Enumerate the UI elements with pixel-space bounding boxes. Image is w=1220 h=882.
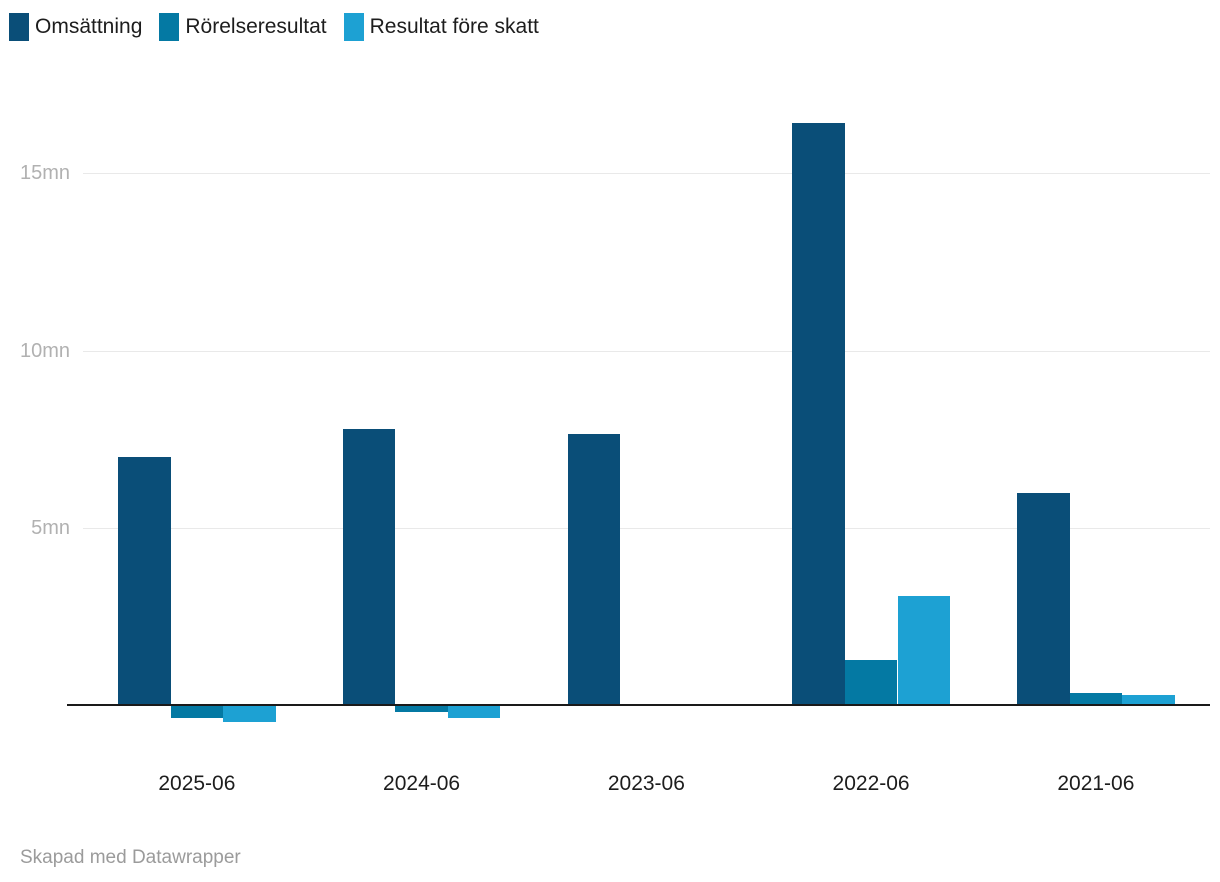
legend-item-resultat-fore-skatt: Resultat före skatt [343,13,539,41]
bar-rorelseresultat-2025-06 [170,706,224,718]
y-axis-tick-label: 15mn [19,161,70,184]
gridline-10mn [83,350,1210,352]
legend-item-omsattning: Omsättning [9,13,142,41]
legend-swatch-icon [343,13,364,41]
legend-swatch-icon [9,13,29,41]
legend-label: Rörelseresultat [185,15,327,38]
legend-swatch-icon [159,13,180,41]
bar-resultat-fore-skatt-2024-06 [447,706,501,719]
bar-resultat-fore-skatt-2025-06 [223,706,276,722]
credit-text: Skapad med Datawrapper [20,847,241,868]
bar-rorelseresultat-2024-06 [395,706,448,713]
x-axis-label-2025-06: 2025-06 [158,772,236,795]
bar-omsattning-2025-06 [118,457,171,706]
legend-label: Resultat före skatt [369,15,539,38]
bar-rorelseresultat-2022-06 [844,659,898,706]
bar-resultat-fore-skatt-2021-06 [1122,695,1175,706]
x-axis-label-2024-06: 2024-06 [383,772,461,795]
bar-omsattning-2022-06 [792,123,845,706]
legend-item-rorelseresultat: Rörelseresultat [159,13,327,41]
y-axis-tick-label: 5mn [31,517,70,540]
chart-legend: Omsättning Rörelseresultat Resultat före s… [9,13,539,41]
legend-label: Omsättning [35,15,143,38]
bar-omsattning-2023-06 [567,434,621,706]
bar-rorelseresultat-2021-06 [1069,692,1123,706]
x-axis-label-2021-06: 2021-06 [1057,772,1135,795]
bar-resultat-fore-skatt-2022-06 [897,595,951,706]
x-axis-label-2023-06: 2023-06 [607,772,685,795]
x-axis-baseline [67,704,1210,706]
gridline-15mn [83,172,1210,174]
bar-omsattning-2021-06 [1017,492,1070,706]
bar-omsattning-2024-06 [342,428,396,706]
gridline-5mn [83,528,1210,530]
x-axis-label-2022-06: 2022-06 [832,772,910,795]
y-axis-tick-label: 10mn [19,339,70,362]
